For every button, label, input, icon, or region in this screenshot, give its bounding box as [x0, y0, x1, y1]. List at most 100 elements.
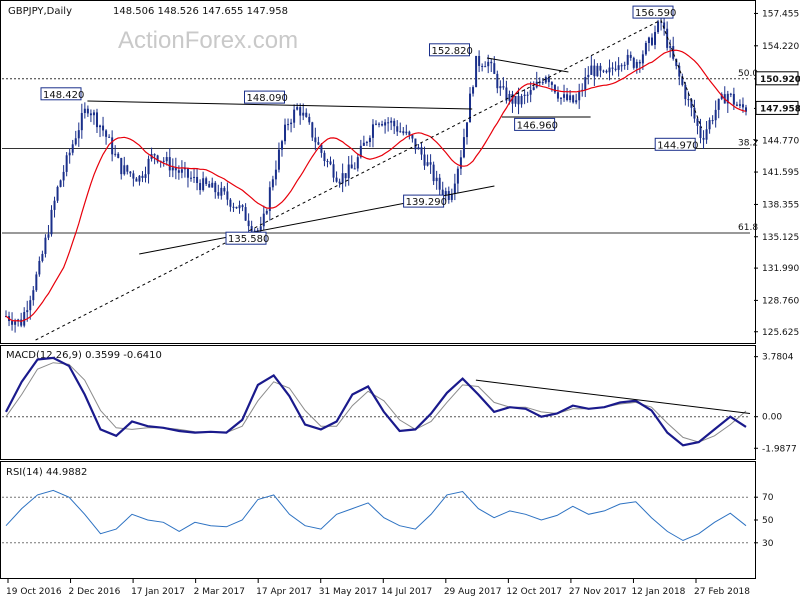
main-panel: 157.455 154.220 150.920 147.958 144.770 141.5…: [2, 5, 800, 341]
candle-body: [11, 321, 14, 325]
candle-body: [547, 77, 550, 83]
price-tag-box: [755, 100, 799, 115]
y-tick-label: 125.625: [762, 328, 799, 338]
candle-body: [435, 177, 438, 182]
candle-body: [544, 77, 547, 83]
candle-body: [59, 180, 62, 187]
fib-label: 61.8: [738, 223, 758, 233]
candle-body: [111, 137, 114, 155]
annotation-label: 148.420: [43, 90, 84, 101]
candle-body: [56, 186, 59, 201]
candle-body: [26, 310, 29, 313]
candle-body: [711, 120, 714, 122]
candle-body: [129, 171, 132, 174]
candle-body: [293, 109, 296, 123]
candle-body: [572, 95, 575, 103]
candle-body: [593, 65, 596, 77]
candle-body: [745, 107, 747, 112]
y-tick-label: 0.00: [762, 413, 782, 423]
candle-body: [444, 191, 447, 196]
candle-body: [441, 189, 444, 196]
candle-body: [208, 184, 211, 188]
candle-body: [517, 95, 520, 105]
candle-body: [165, 157, 168, 162]
candle-body: [447, 191, 450, 200]
price-tag-box: [755, 71, 799, 86]
candle-body: [120, 157, 123, 175]
candle-body: [584, 77, 587, 90]
candle-body: [490, 61, 493, 64]
candle-body: [620, 65, 623, 67]
annotation-box: [403, 194, 445, 208]
y-tick-label: 135.125: [762, 233, 799, 243]
candle-body: [563, 94, 566, 98]
candle-body: [83, 108, 86, 114]
candle-body: [647, 37, 650, 44]
y-tick-label: 50: [762, 516, 774, 526]
candle-body: [478, 55, 481, 66]
candle-body: [247, 220, 250, 227]
candle-body: [614, 68, 617, 70]
candle-body: [332, 164, 335, 178]
candle-body: [729, 93, 732, 95]
candle-body: [429, 162, 432, 165]
candle-body: [311, 122, 314, 138]
annotation-box: [225, 231, 267, 245]
candle-body: [499, 86, 502, 89]
candle-body: [590, 65, 593, 75]
y-tick-label: 70: [762, 493, 774, 503]
candle-body: [156, 155, 159, 162]
x-tick-label: 12 Oct 2017: [506, 587, 562, 597]
candle-body: [408, 131, 411, 135]
candle-body: [168, 157, 171, 171]
x-tick-label: 17 Jan 2017: [131, 587, 185, 597]
x-tick-label: 27 Feb 2018: [694, 587, 750, 597]
candle-body: [305, 112, 308, 117]
candle-body: [423, 154, 426, 166]
candle-body: [317, 142, 320, 145]
candle-body: [626, 54, 629, 65]
candle-body: [180, 169, 183, 173]
candle-body: [508, 94, 511, 101]
y-tick-label: 30: [762, 539, 774, 549]
candle-body: [296, 107, 299, 110]
candle-body: [696, 118, 699, 126]
candle-body: [53, 200, 56, 210]
candle-body: [402, 131, 405, 134]
candle-body: [102, 125, 105, 131]
candle-body: [632, 57, 635, 68]
candle-body: [92, 112, 95, 116]
candle-body: [378, 123, 381, 125]
candle-body: [566, 94, 569, 101]
candle-body: [641, 54, 644, 64]
candle-body: [556, 92, 559, 99]
candle-body: [217, 192, 220, 196]
candle-body: [399, 131, 402, 133]
candle-body: [602, 70, 605, 72]
candle-body: [371, 124, 374, 138]
candle-body: [329, 161, 332, 165]
candle-body: [550, 82, 553, 85]
candle-body: [384, 122, 387, 126]
candle-body: [523, 94, 526, 96]
candle-body: [38, 260, 41, 275]
candle-body: [147, 158, 150, 175]
candle-body: [365, 142, 368, 144]
watermark: ActionForex.com: [118, 27, 298, 54]
candle-body: [623, 64, 626, 66]
candle-body: [350, 164, 353, 169]
candle-body: [338, 181, 341, 184]
candle-body: [211, 182, 214, 188]
candle-body: [190, 177, 192, 179]
candle-body: [608, 67, 611, 73]
candle-body: [32, 290, 35, 301]
candle-body: [617, 65, 620, 70]
candle-body: [396, 126, 399, 132]
candle-body: [62, 171, 65, 181]
candle-body: [202, 178, 205, 191]
candle-body: [505, 87, 508, 101]
candle-body: [496, 73, 499, 89]
candle-body: [68, 152, 71, 156]
